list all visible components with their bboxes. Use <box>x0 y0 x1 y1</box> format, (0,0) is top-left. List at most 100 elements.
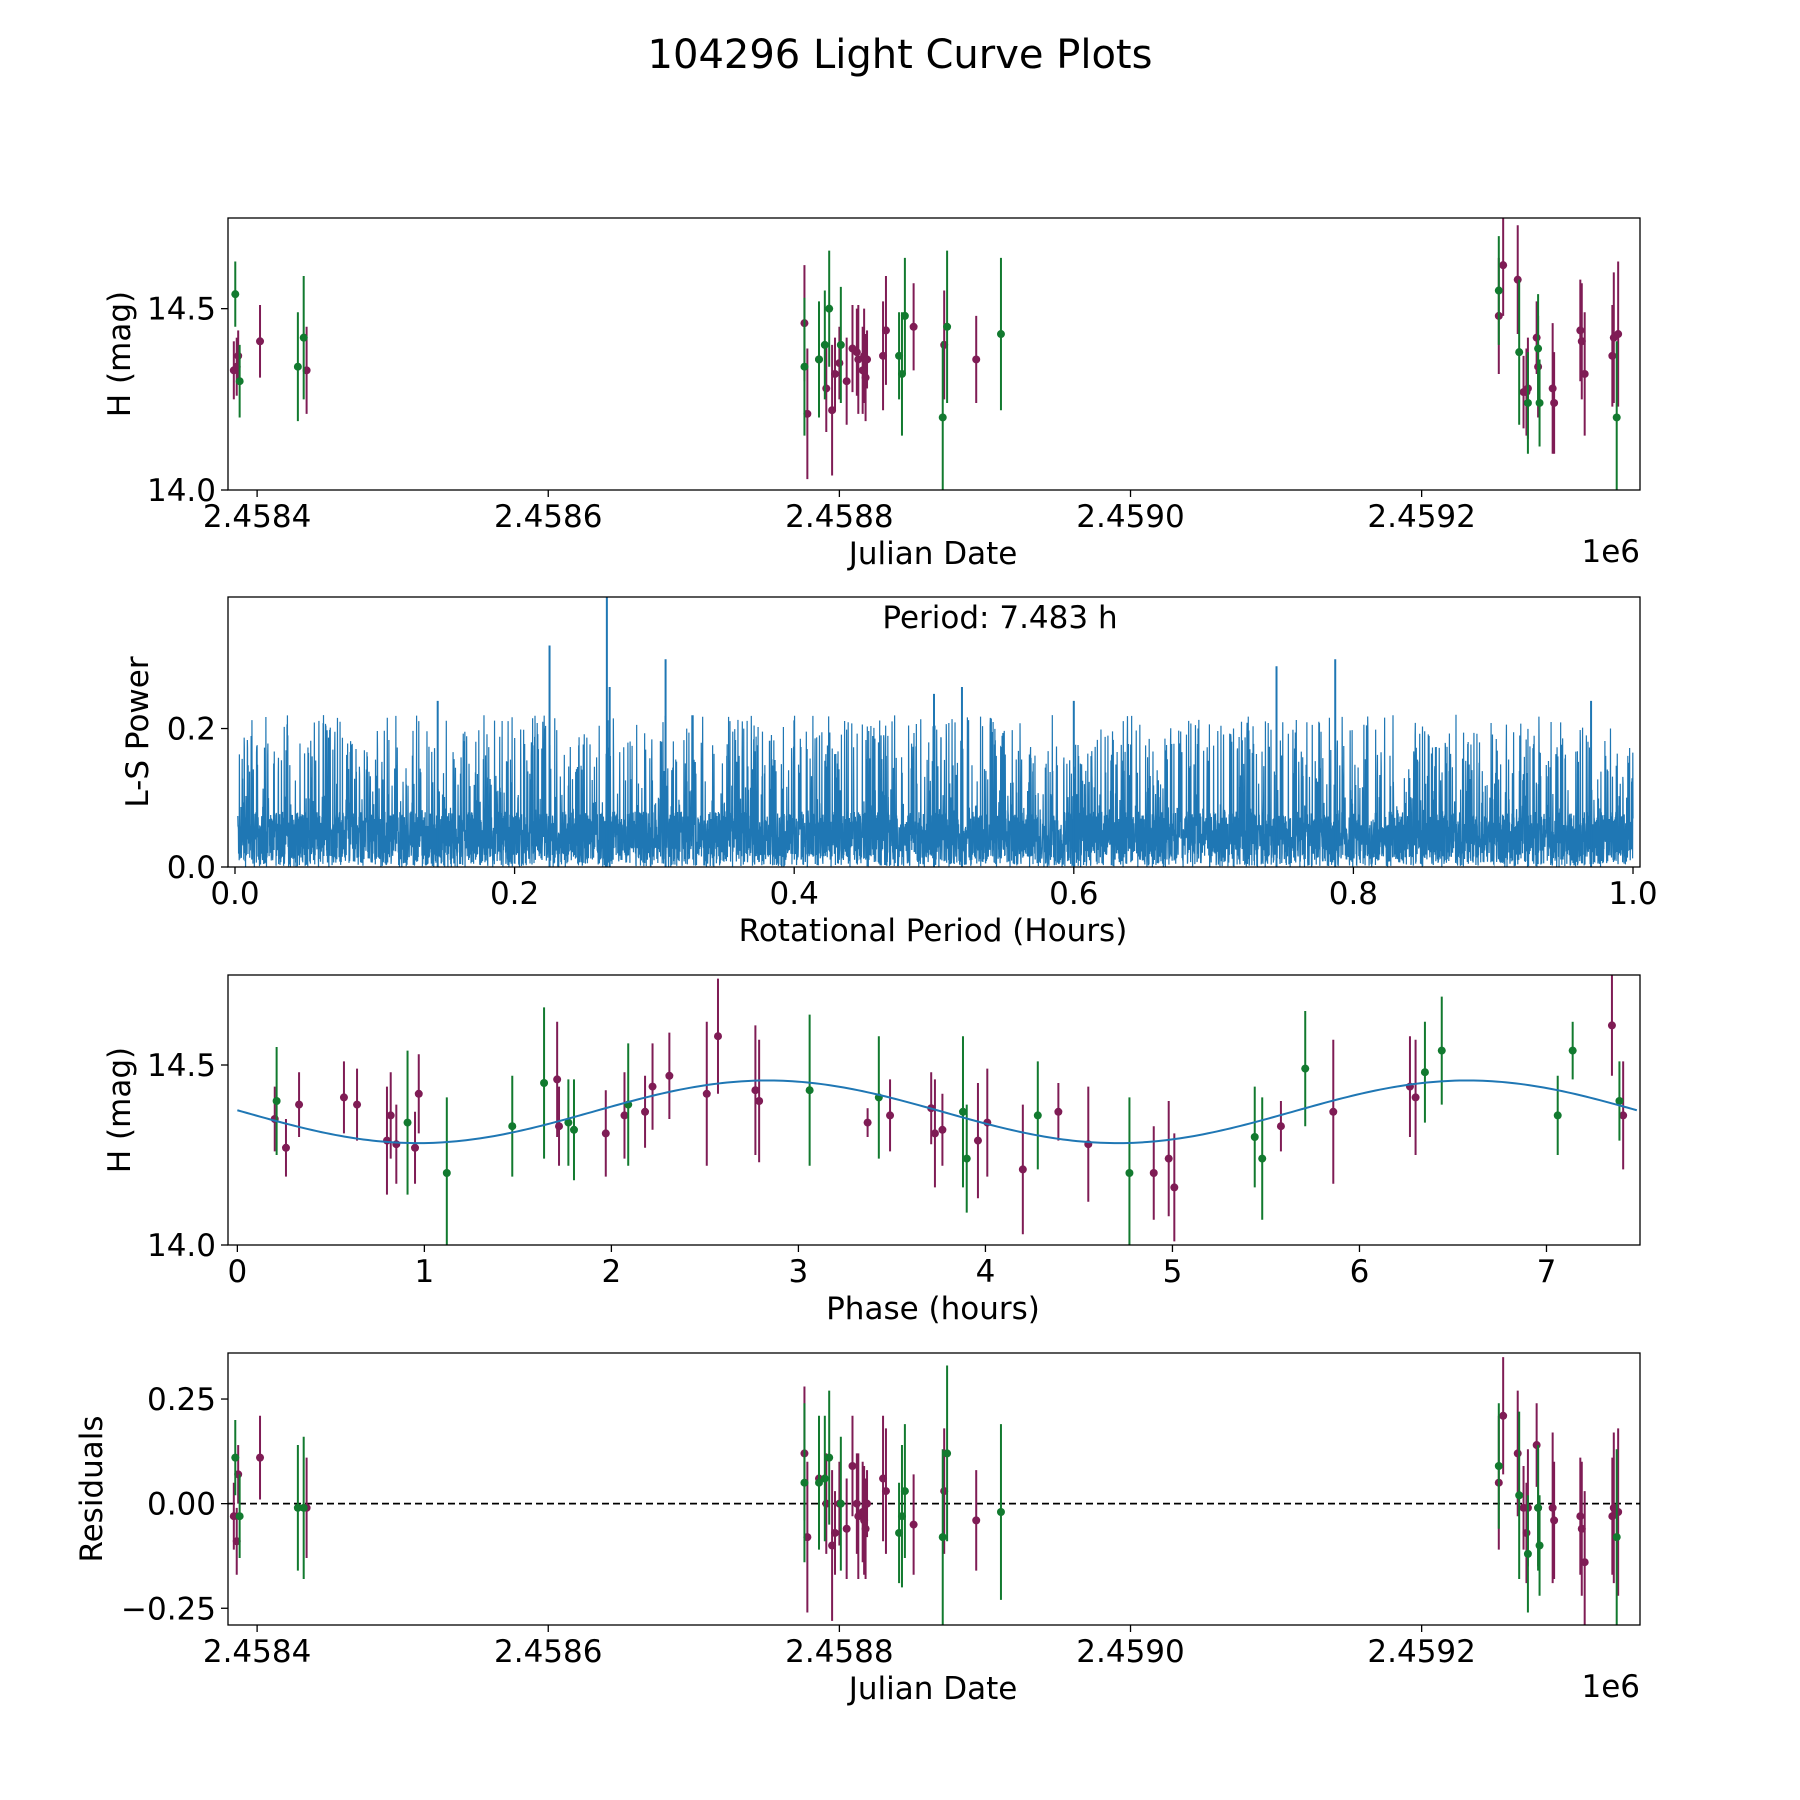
data-point <box>1258 1097 1267 1220</box>
periodogram-line <box>237 714 1634 867</box>
data-marker <box>1513 275 1522 284</box>
data-point <box>825 1390 834 1525</box>
data-marker <box>339 1093 348 1102</box>
data-marker <box>555 1122 564 1131</box>
data-marker <box>1170 1183 1179 1192</box>
data-marker <box>256 337 265 346</box>
data-point <box>1580 1491 1589 1625</box>
x-tick-label: 2.4590 <box>1076 1634 1184 1670</box>
data-point <box>943 250 952 403</box>
data-point <box>299 1436 308 1579</box>
data-point <box>299 276 308 400</box>
data-point <box>569 1079 578 1181</box>
data-marker <box>938 413 947 422</box>
data-marker <box>996 330 1005 339</box>
x-tick-label: 2 <box>602 1254 622 1290</box>
data-point <box>881 1428 890 1554</box>
data-point <box>1494 1403 1503 1529</box>
data-marker <box>1535 398 1544 407</box>
data-point <box>1515 1411 1524 1579</box>
plot-area <box>237 975 1638 1245</box>
y-tick-label: 0.2 <box>167 712 216 748</box>
data-marker <box>973 1136 982 1145</box>
data-marker <box>1301 1064 1310 1073</box>
data-point <box>256 305 265 378</box>
data-marker <box>972 1516 981 1525</box>
data-point <box>938 1449 947 1625</box>
data-marker <box>909 1520 918 1529</box>
data-marker <box>900 311 909 320</box>
data-point <box>1437 996 1446 1105</box>
data-marker <box>831 369 840 378</box>
panel-3: 0 1 2 3 4 5 6 7 14.0 14.5 Phase (hours) H (mag) <box>102 974 1641 1327</box>
data-marker <box>836 1499 845 1508</box>
data-marker <box>1548 384 1557 393</box>
data-point <box>353 1068 362 1141</box>
data-point <box>900 1424 909 1559</box>
data-point <box>820 290 829 400</box>
data-marker <box>665 1071 674 1080</box>
data-point <box>713 978 722 1094</box>
data-point <box>863 1108 872 1137</box>
data-marker <box>281 1143 290 1152</box>
data-marker <box>272 1097 281 1105</box>
data-marker <box>815 355 824 364</box>
data-point <box>815 301 824 418</box>
data-marker <box>553 1075 562 1084</box>
x-offset-label: 1e6 <box>1581 1669 1640 1705</box>
data-marker <box>805 1086 814 1095</box>
y-tick-label: 0.0 <box>167 850 216 886</box>
data-point <box>831 337 840 411</box>
data-marker <box>1523 398 1532 407</box>
data-point <box>1411 1039 1420 1155</box>
data-marker <box>411 1143 420 1152</box>
data-marker <box>1125 1169 1134 1177</box>
data-marker <box>299 1503 308 1512</box>
data-point <box>962 1104 971 1213</box>
data-marker <box>1576 326 1585 335</box>
y-tick-label: 0.25 <box>147 1382 216 1418</box>
data-marker <box>800 362 809 371</box>
data-marker <box>1550 398 1559 407</box>
data-point <box>854 305 863 414</box>
x-tick-label: 2.4590 <box>1076 499 1184 535</box>
data-marker <box>943 1449 952 1458</box>
data-marker <box>508 1122 517 1131</box>
data-marker <box>848 1461 857 1470</box>
data-point <box>930 1079 939 1188</box>
data-marker <box>1018 1165 1027 1174</box>
data-marker <box>235 1512 244 1521</box>
data-marker <box>930 1129 939 1138</box>
data-point <box>831 1491 840 1575</box>
data-marker <box>648 1082 657 1091</box>
data-marker <box>1619 1111 1628 1120</box>
data-marker <box>1576 1512 1585 1521</box>
y-tick-label: 14.0 <box>147 1228 216 1264</box>
data-point <box>665 1032 674 1119</box>
data-marker <box>842 377 851 386</box>
data-point <box>996 1424 1005 1600</box>
data-marker <box>1164 1154 1173 1163</box>
y-axis-label: H (mag) <box>102 291 138 417</box>
data-marker <box>825 304 834 313</box>
data-point <box>800 297 809 436</box>
y-axis-label: Residuals <box>74 1415 110 1562</box>
y-tick-label: 14.5 <box>147 292 216 328</box>
data-marker <box>1258 1154 1267 1163</box>
y-tick-label: 0.00 <box>147 1487 216 1523</box>
data-point <box>553 1021 562 1137</box>
data-point <box>815 1415 824 1550</box>
data-marker <box>996 1508 1005 1517</box>
data-point <box>641 1075 650 1148</box>
data-point <box>1301 1011 1310 1127</box>
data-point <box>1125 1097 1134 1245</box>
data-marker <box>564 1118 573 1127</box>
data-point <box>1420 1021 1429 1123</box>
data-marker <box>900 1487 909 1496</box>
data-point <box>820 1415 829 1542</box>
data-marker <box>943 322 952 331</box>
data-point <box>973 1083 982 1199</box>
data-point <box>1534 294 1543 403</box>
data-marker <box>1499 1411 1508 1420</box>
